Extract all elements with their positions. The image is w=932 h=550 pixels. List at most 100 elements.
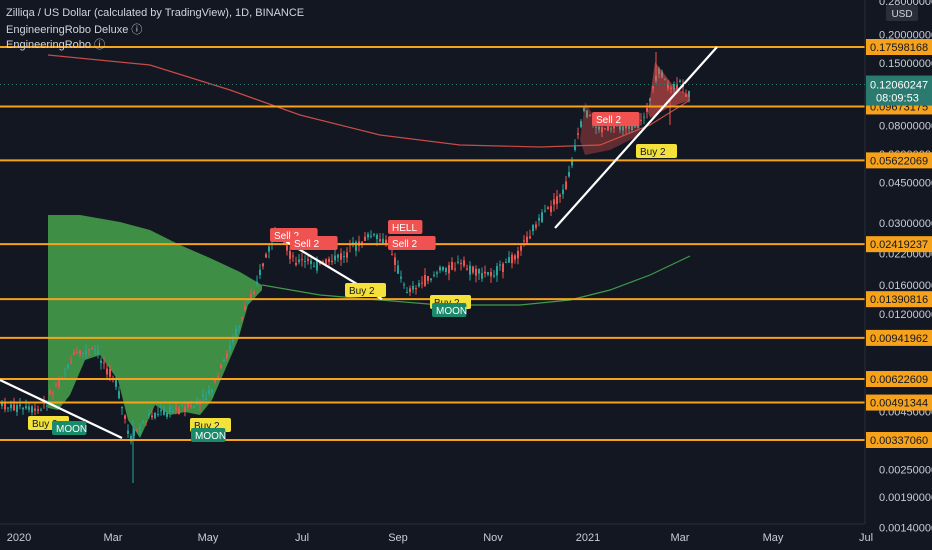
sell-zone-area — [580, 102, 640, 155]
candle-body — [502, 263, 504, 272]
candle-body — [466, 268, 468, 270]
candle-body — [505, 262, 507, 264]
signal-tag-buy[interactable] — [345, 283, 386, 297]
candle-body — [241, 317, 243, 320]
price-tick-label: 0.00250000 — [879, 465, 932, 477]
candle-body — [205, 397, 207, 401]
candle-body — [148, 414, 150, 416]
candle-body — [406, 292, 408, 294]
candle-body — [574, 145, 576, 151]
candle-body — [529, 236, 531, 239]
trend-line[interactable] — [0, 379, 123, 439]
candle-body — [553, 199, 555, 205]
signal-tag-text: Sell 2 — [392, 239, 417, 250]
candle-body — [688, 91, 690, 97]
candle-body — [169, 407, 171, 412]
candle-body — [154, 412, 156, 419]
currency-badge[interactable] — [886, 5, 918, 21]
signal-tag-sell[interactable] — [592, 112, 640, 126]
candle-body — [133, 429, 135, 436]
candle-body — [595, 126, 597, 128]
candle-body — [145, 421, 147, 423]
candle-body — [391, 254, 393, 256]
signal-tag-sell[interactable] — [290, 236, 338, 250]
candle-body — [433, 274, 435, 276]
candle-body — [127, 430, 129, 434]
signal-tag-text: Sell 2 — [294, 239, 319, 250]
candle-body — [469, 265, 471, 275]
trend-line[interactable] — [554, 46, 718, 229]
candle-body — [490, 271, 492, 277]
candle-body — [397, 265, 399, 274]
signal-tag-moon[interactable] — [191, 428, 226, 442]
candle-body — [508, 257, 510, 263]
candle-body — [463, 260, 465, 266]
candle-body — [322, 261, 324, 263]
candle-body — [184, 406, 186, 412]
candle-body — [79, 350, 81, 355]
countdown-text: 08:09:53 — [876, 93, 919, 105]
candle-body — [172, 410, 174, 412]
indicator-label-robo[interactable]: EngineeringRobo ⓘ — [6, 38, 105, 51]
price-tick-label: 0.00140000 — [879, 522, 932, 534]
time-tick-label: 2020 — [7, 532, 31, 544]
candle-body — [19, 404, 21, 407]
candle-body — [292, 255, 294, 257]
candle-body — [238, 326, 240, 328]
signal-tag-sell[interactable] — [388, 236, 436, 250]
signal-tag-moon[interactable] — [52, 421, 87, 435]
candle-body — [163, 409, 165, 415]
price-tick-label: 0.15000000 — [879, 58, 932, 70]
candle-body — [439, 267, 441, 271]
candle-body — [259, 269, 261, 275]
candle-body — [430, 278, 432, 281]
candle-body — [217, 376, 219, 378]
candle-body — [316, 259, 318, 271]
candle-body — [181, 405, 183, 407]
candle-body — [34, 408, 36, 411]
candle-body — [520, 245, 522, 251]
candle-body — [88, 349, 90, 351]
candle-body — [40, 409, 42, 411]
candle-body — [619, 124, 621, 130]
price-tick-label: 0.01600000 — [879, 280, 932, 292]
candle-body — [94, 348, 96, 350]
signal-tag-text: HELL — [392, 223, 417, 234]
candle-body — [559, 195, 561, 197]
level-price-tag — [866, 152, 932, 169]
candle-body — [556, 196, 558, 204]
candle-body — [37, 409, 39, 411]
candle-body — [91, 348, 93, 350]
candle-body — [13, 404, 15, 411]
level-price-text: 0.05622069 — [870, 155, 928, 167]
time-tick-label: Jul — [295, 532, 309, 544]
candle-body — [676, 83, 678, 89]
candle-body — [199, 403, 201, 405]
level-price-text: 0.00491344 — [870, 398, 928, 410]
signal-tag-text: MOON — [436, 306, 467, 317]
candle-body — [610, 128, 612, 130]
candle-body — [139, 427, 141, 429]
candle-body — [157, 413, 159, 415]
candle-body — [409, 288, 411, 293]
signal-tag-buy[interactable] — [636, 144, 677, 158]
candle-body — [403, 284, 405, 286]
candle-body — [613, 124, 615, 129]
candle-body — [64, 372, 66, 374]
candle-body — [535, 224, 537, 228]
price-tick-label: 0.04500000 — [879, 177, 932, 189]
candle-body — [544, 210, 546, 212]
indicator-label-deluxe[interactable]: EngineeringRobo Deluxe ⓘ — [6, 23, 142, 36]
signal-tag-sell[interactable] — [388, 220, 423, 234]
signal-tag-moon[interactable] — [432, 303, 467, 317]
candle-body — [451, 261, 453, 270]
candle-body — [478, 268, 480, 274]
time-axis-background — [0, 524, 932, 550]
candle-body — [304, 261, 306, 263]
candle-body — [175, 407, 177, 410]
candle-body — [160, 410, 162, 412]
candle-body — [421, 282, 423, 284]
candle-body — [385, 239, 387, 244]
candle-body — [370, 235, 372, 237]
